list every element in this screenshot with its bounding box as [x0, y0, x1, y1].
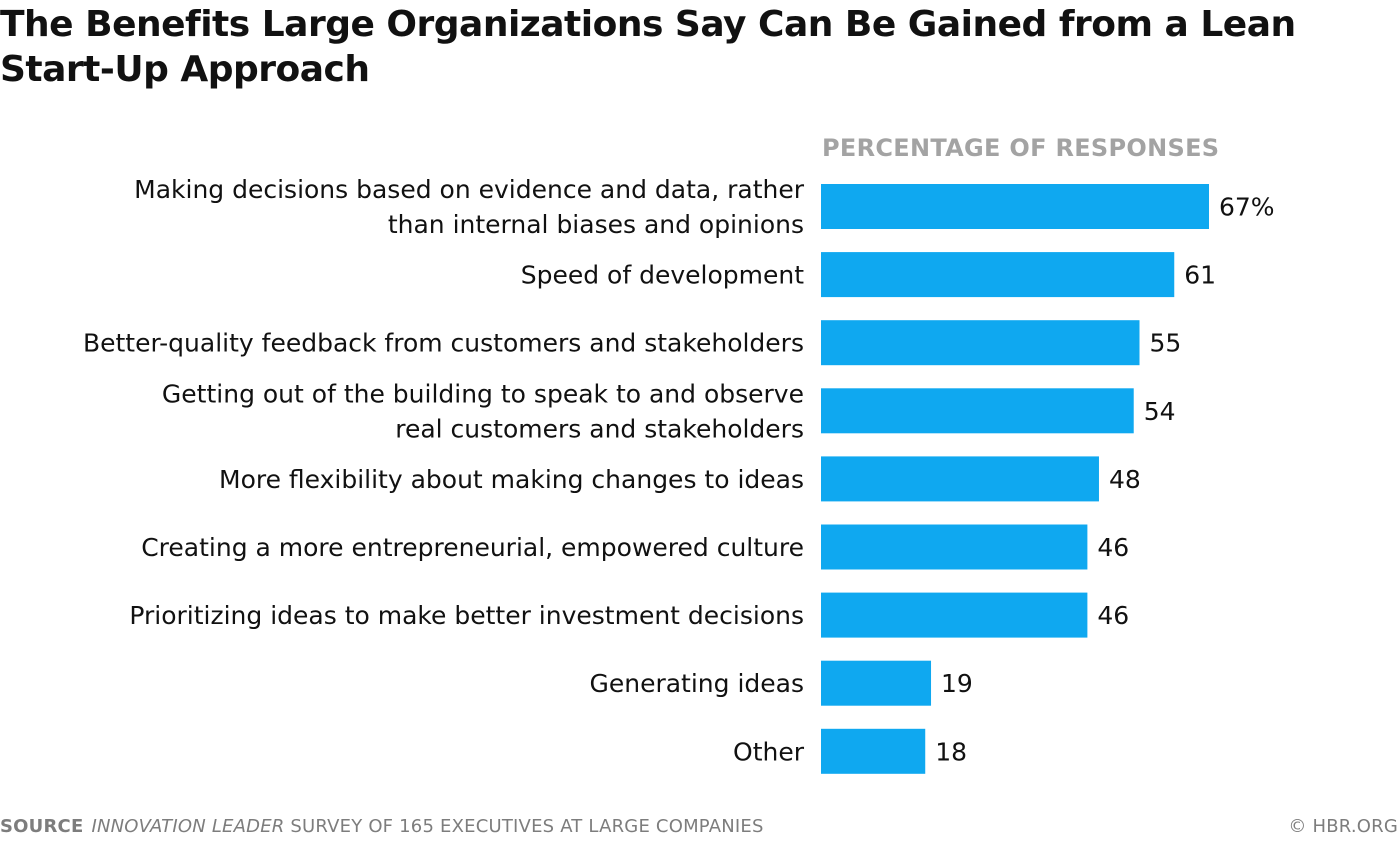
category-label-line: Getting out of the building to speak to … [162, 379, 804, 408]
bar [821, 456, 1099, 502]
category-label: Getting out of the building to speak to … [162, 379, 804, 443]
category-label: Prioritizing ideas to make better invest… [129, 601, 804, 630]
category-label-line: More flexibility about making changes to… [219, 465, 804, 494]
category-label: More flexibility about making changes to… [219, 465, 804, 494]
source-description: SURVEY OF 165 EXECUTIVES AT LARGE COMPAN… [284, 816, 764, 837]
bar [821, 388, 1134, 434]
footer: SOURCE INNOVATION LEADER SURVEY OF 165 EX… [0, 816, 1400, 842]
category-label-line: Creating a more entrepreneurial, empower… [141, 533, 804, 562]
category-label: Other [733, 737, 805, 766]
source-publication: INNOVATION LEADER [91, 816, 285, 837]
source-label: SOURCE [0, 816, 84, 837]
source-note: SOURCE INNOVATION LEADER SURVEY OF 165 EX… [0, 816, 764, 837]
category-label: Better-quality feedback from customers a… [83, 329, 804, 358]
value-label: 54 [1144, 397, 1176, 426]
category-label-line: Other [733, 737, 805, 766]
category-label-line: Better-quality feedback from customers a… [83, 329, 804, 358]
value-label: 61 [1184, 261, 1216, 290]
value-label: 19 [941, 669, 973, 698]
value-label: 67% [1219, 193, 1275, 222]
value-label: 48 [1109, 465, 1141, 494]
category-label-line: Making decisions based on evidence and d… [134, 175, 805, 204]
bar [821, 728, 926, 774]
category-label: Speed of development [521, 261, 804, 290]
category-label-line: Generating ideas [589, 669, 804, 698]
value-label: 18 [935, 737, 967, 766]
category-label-line: than internal biases and opinions [388, 210, 804, 239]
value-label: 46 [1097, 533, 1129, 562]
bar [821, 252, 1175, 298]
category-label: Creating a more entrepreneurial, empower… [141, 533, 804, 562]
category-label: Generating ideas [589, 669, 804, 698]
bar [821, 660, 932, 706]
bar [821, 184, 1209, 229]
value-label: 46 [1097, 601, 1129, 630]
copyright: © HBR.ORG [1288, 816, 1398, 837]
bar [821, 592, 1088, 638]
category-label: Making decisions based on evidence and d… [134, 175, 805, 239]
category-label-line: Speed of development [521, 261, 804, 290]
chart-title: The Benefits Large Organizations Say Can… [0, 4, 1296, 90]
axis-caption: PERCENTAGE OF RESPONSES [822, 134, 1220, 162]
bar [821, 320, 1140, 366]
category-label-line: real customers and stakeholders [395, 414, 804, 443]
bar [821, 524, 1088, 570]
category-label-line: Prioritizing ideas to make better invest… [129, 601, 804, 630]
value-label: 55 [1150, 329, 1182, 358]
